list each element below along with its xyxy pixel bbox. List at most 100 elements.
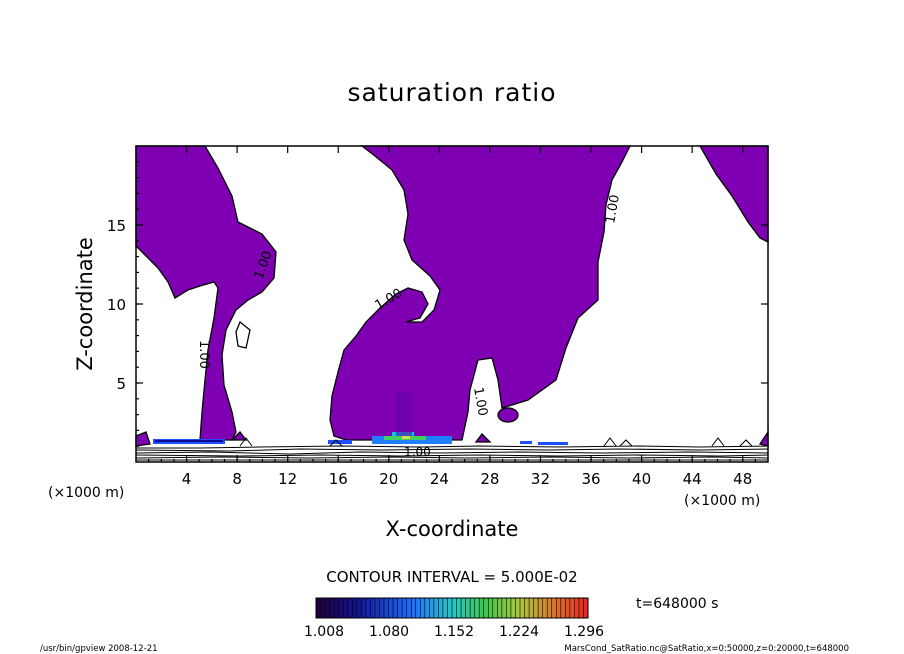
- colorbar-swatch: [365, 598, 371, 618]
- colorbar-swatch: [542, 598, 548, 618]
- colorbar-swatch: [488, 598, 493, 618]
- surface-bands: [153, 392, 568, 445]
- colorbar-swatch: [569, 598, 575, 618]
- surface-contour-4: [135, 454, 769, 457]
- colorbar-swatch: [470, 598, 475, 618]
- x-tick-label: 36: [581, 470, 600, 488]
- colorbar-tick-label: 1.296: [564, 624, 604, 640]
- surface-contours: [135, 437, 769, 461]
- colorbar-tick-label: 1.008: [304, 624, 344, 640]
- surface-contour-3: [135, 451, 769, 455]
- axis-ticks: [136, 146, 768, 462]
- colorbar-swatch: [583, 598, 588, 618]
- band-right-a: [520, 441, 532, 444]
- x-tick-label: 4: [182, 470, 192, 488]
- colorbar-swatch: [433, 598, 439, 618]
- chart-title: saturation ratio: [347, 78, 556, 107]
- colorbar-swatch: [379, 598, 384, 618]
- x-tick-label: 16: [329, 470, 348, 488]
- colorbar-swatch: [415, 598, 421, 618]
- colorbar-swatch: [447, 598, 452, 618]
- colorbar-swatch: [320, 598, 326, 618]
- colorbar-swatch: [524, 598, 530, 618]
- colorbar-swatch: [411, 598, 416, 618]
- colorbar-swatch: [316, 598, 321, 618]
- colorbar-swatch: [551, 598, 557, 618]
- colorbar-swatch: [325, 598, 330, 618]
- colorbar-swatch: [510, 598, 516, 618]
- y-tick-label: 5: [116, 375, 126, 393]
- region-blob-1: [497, 407, 519, 423]
- colorbar-swatch: [438, 598, 443, 618]
- colorbar-swatch: [384, 598, 389, 618]
- surface-contour-1: [136, 445, 769, 449]
- plot-area: 1.00 1.00 1.00 1.00 1.00 1.00: [135, 145, 769, 463]
- band-center-a: [328, 440, 352, 444]
- supersaturated-region: [135, 145, 769, 447]
- region-blob-5: [474, 433, 492, 443]
- x-tick-labels: 4 8 12 16 20 24 28 32 36 40 44 48: [182, 470, 752, 488]
- colorbar-swatch: [356, 598, 362, 618]
- contour-interval-label: CONTOUR INTERVAL = 5.000E-02: [326, 568, 577, 586]
- x-tick-label: 20: [379, 470, 398, 488]
- colorbar-swatch: [388, 598, 394, 618]
- x-tick-label: 12: [278, 470, 297, 488]
- colorbar-swatch: [429, 598, 434, 618]
- x-tick-label: 8: [232, 470, 242, 488]
- region-blob-4: [230, 431, 248, 441]
- footer-right: MarsCond_SatRatio.nc@SatRatio,x=0:50000,…: [564, 644, 849, 654]
- colorbar-swatch: [533, 598, 539, 618]
- y-tick-label: 10: [107, 296, 126, 314]
- contour-label-5: 1.00: [470, 386, 490, 417]
- contour-label-6: 1.00: [404, 445, 431, 459]
- y-tick-label: 15: [107, 217, 126, 235]
- colorbar-swatch: [483, 598, 489, 618]
- colorbar-swatch: [424, 598, 430, 618]
- footer-left: /usr/bin/gpview 2008-12-21: [40, 644, 158, 654]
- colorbar-swatch: [406, 598, 412, 618]
- x-tick-label: 24: [430, 470, 449, 488]
- surface-contour-2: [135, 448, 769, 452]
- colorbar-swatch: [520, 598, 525, 618]
- contour-label-3: 1.00: [196, 340, 211, 369]
- colorbar-swatch: [343, 598, 348, 618]
- colorbar-swatch: [347, 598, 353, 618]
- x-unit-label-right: (×1000 m): [684, 493, 760, 509]
- surface-contour-7: [239, 437, 753, 447]
- colorbar-swatch: [352, 598, 357, 618]
- colorbar-swatch: [529, 598, 534, 618]
- time-label: t=648000 s: [636, 596, 718, 612]
- colorbar-swatch: [452, 598, 457, 618]
- colorbar-tick-label: 1.224: [499, 624, 539, 640]
- colorbar-swatch: [329, 598, 335, 618]
- surface-contour-5: [135, 456, 769, 459]
- colorbar-tick-labels: 1.008 1.080 1.152 1.224 1.296: [304, 624, 604, 640]
- colorbar-swatch: [397, 598, 403, 618]
- colorbar-swatch: [465, 598, 471, 618]
- colorbar-swatch: [461, 598, 466, 618]
- colorbar-tick-label: 1.080: [369, 624, 409, 640]
- colorbar-swatch: [370, 598, 375, 618]
- colorbar-swatch: [492, 598, 498, 618]
- x-tick-label: 40: [632, 470, 651, 488]
- colorbar-swatch: [556, 598, 561, 618]
- x-tick-label: 48: [733, 470, 752, 488]
- x-tick-label: 32: [531, 470, 550, 488]
- colorbar-tick-label: 1.152: [434, 624, 474, 640]
- clear-hole: [235, 320, 251, 349]
- x-axis-title: X-coordinate: [386, 517, 519, 541]
- band-center-yellow: [402, 436, 410, 439]
- colorbar-swatch: [515, 598, 520, 618]
- colorbar-swatch: [474, 598, 480, 618]
- colorbar-swatch: [402, 598, 407, 618]
- colorbar-swatch: [420, 598, 425, 618]
- colorbar-swatch: [338, 598, 344, 618]
- y-axis-title: Z-coordinate: [73, 237, 97, 371]
- contour-label-4: 1.00: [603, 194, 623, 225]
- colorbar-swatch: [334, 598, 339, 618]
- band-left-dark: [155, 440, 223, 442]
- colorbar-swatch: [479, 598, 484, 618]
- x-tick-label: 28: [480, 470, 499, 488]
- colorbar-swatch: [547, 598, 552, 618]
